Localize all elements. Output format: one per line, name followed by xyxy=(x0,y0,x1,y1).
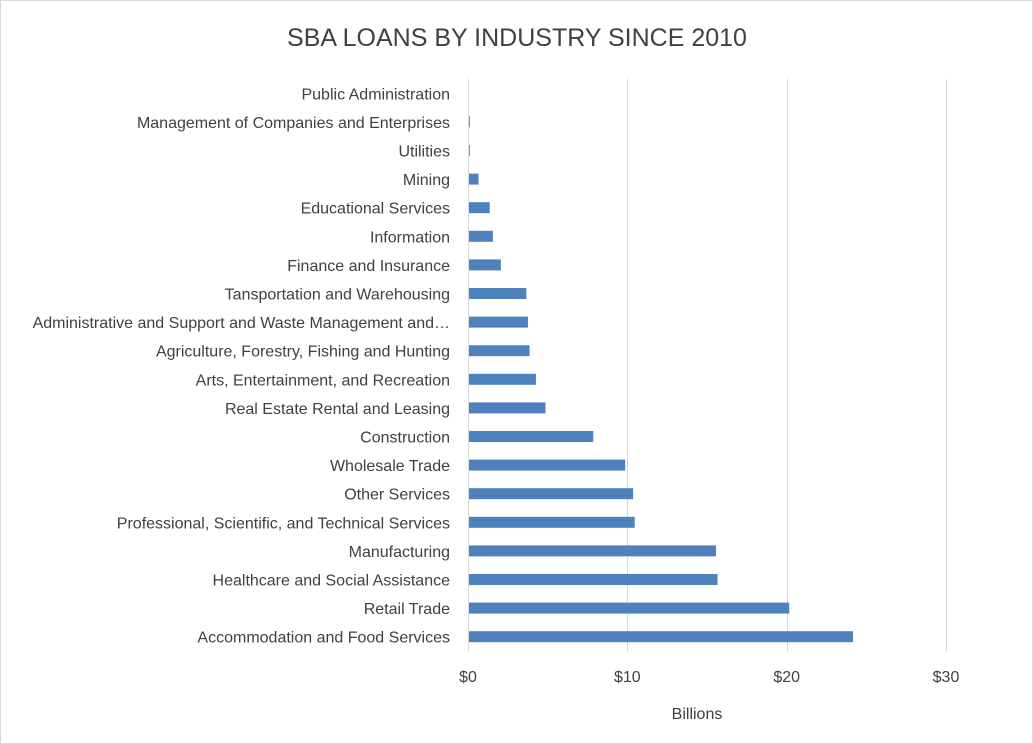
x-tick-label: $0 xyxy=(459,669,477,686)
bar xyxy=(469,145,470,156)
category-label: Accommodation and Food Services xyxy=(197,630,450,647)
bar xyxy=(469,602,790,614)
category-label: Agriculture, Forestry, Fishing and Hunti… xyxy=(156,344,450,361)
category-label: Information xyxy=(370,229,450,246)
bar xyxy=(469,230,493,242)
category-label: Management of Companies and Enterprises xyxy=(137,115,450,132)
category-label: Real Estate Rental and Leasing xyxy=(225,401,450,418)
gridlines xyxy=(468,79,947,651)
category-label: Professional, Scientific, and Technical … xyxy=(117,515,450,532)
category-label: Healthcare and Social Assistance xyxy=(213,573,451,590)
category-label: Educational Services xyxy=(301,201,450,218)
bar xyxy=(469,116,470,128)
category-label: Utilities xyxy=(398,144,450,161)
bar xyxy=(469,574,718,585)
category-label: Public Administration xyxy=(301,86,450,103)
x-tick-label: $20 xyxy=(773,669,800,686)
bar xyxy=(469,345,530,357)
category-labels: Public Administration Management of Compa… xyxy=(33,86,451,646)
bar xyxy=(469,516,635,528)
bar xyxy=(469,545,716,557)
x-tick-label: $30 xyxy=(933,669,960,686)
category-label: Other Services xyxy=(344,487,450,504)
category-label: Mining xyxy=(403,172,450,189)
bars xyxy=(469,116,853,643)
category-label: Construction xyxy=(360,430,450,447)
bar xyxy=(469,431,594,442)
bar xyxy=(469,173,479,185)
chart-title: SBA LOANS BY INDUSTRY SINCE 2010 xyxy=(287,24,747,52)
category-label: Retail Trade xyxy=(364,601,450,618)
bar xyxy=(469,373,536,385)
bar xyxy=(469,459,626,471)
bar xyxy=(469,259,501,271)
x-tick-labels: $0 $10 $20 $30 xyxy=(459,669,959,686)
category-label: Administrative and Support and Waste Man… xyxy=(33,315,450,332)
category-label: Manufacturing xyxy=(349,544,450,561)
category-label: Wholesale Trade xyxy=(330,458,450,475)
bar xyxy=(469,288,527,299)
bar xyxy=(469,631,853,643)
bar xyxy=(469,316,528,328)
bar xyxy=(469,202,490,214)
category-label: Arts, Entertainment, and Recreation xyxy=(196,372,450,389)
category-label: Tansportation and Warehousing xyxy=(225,287,450,304)
x-axis-title: Billions xyxy=(672,706,723,723)
bar xyxy=(469,402,546,414)
category-label: Finance and Insurance xyxy=(287,258,450,275)
bar xyxy=(469,488,634,500)
x-tick-label: $10 xyxy=(614,669,641,686)
